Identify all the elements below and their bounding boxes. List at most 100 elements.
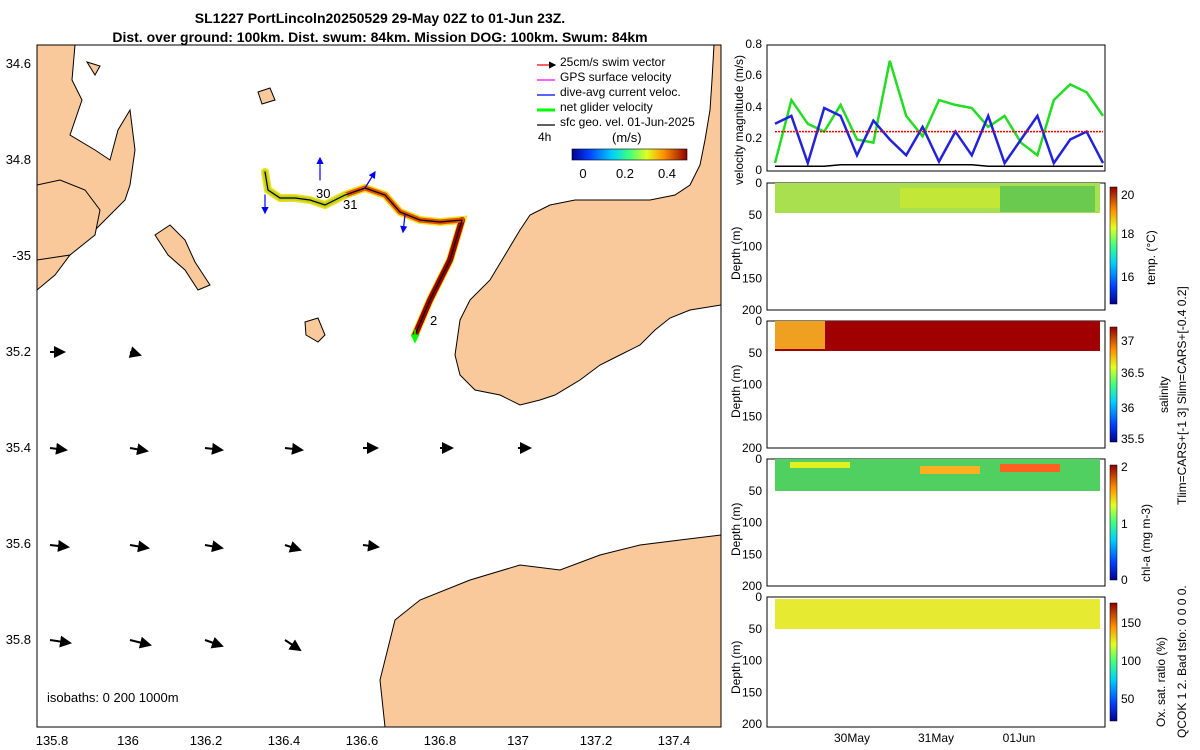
depth-tick: 100 [742, 378, 762, 392]
isobaths-text: isobaths: 0 200 1000m [47, 690, 179, 705]
glider-track [261, 156, 468, 344]
depth-tick: 50 [749, 346, 763, 360]
legend-time: 4h [538, 130, 551, 144]
map-legend: 25cm/s swim vector GPS surface velocity … [537, 55, 695, 181]
legend-net-glider-velocity: net glider velocity [560, 100, 653, 114]
sal-cbar-label: salinity [1157, 376, 1171, 413]
lat-tick: 35.2 [6, 344, 31, 359]
depth-tick: 150 [742, 685, 762, 699]
ox-cbar-tick: 50 [1121, 692, 1135, 706]
vel-ytick: 0 [755, 163, 762, 177]
velocity-series-line [773, 60, 1105, 164]
lon-tick: 136.2 [190, 733, 223, 748]
temp-cbar-tick: 18 [1121, 227, 1135, 241]
land-northwest [37, 179, 101, 261]
depth-tick: 50 [749, 484, 763, 498]
map-panel: 30 31 2 isobaths: 0 200 1000m [37, 45, 721, 727]
depth-tick: 100 [742, 654, 762, 668]
oxygen-panel [766, 596, 1106, 728]
land-kangaroo-island [454, 45, 721, 406]
legend-gps-velocity: GPS surface velocity [560, 70, 671, 84]
colorbar-label: (m/s) [612, 130, 642, 145]
chla-cbar-tick: 0 [1121, 573, 1128, 587]
depth-tick: 150 [742, 271, 762, 285]
depth-tick: 200 [742, 717, 762, 731]
depth-axis-label: Depth (m) [729, 641, 743, 694]
ox-cbar-label: Ox. sat. ratio (%) [1154, 637, 1168, 727]
depth-tick: 200 [742, 579, 762, 593]
lat-tick: 35.4 [6, 440, 31, 455]
depth-tick: 0 [755, 314, 762, 328]
ox-cbar-tick: 100 [1121, 654, 1141, 668]
depth-tick: 0 [755, 590, 762, 604]
lon-tick: 137.2 [580, 733, 613, 748]
chart-title-line2: Dist. over ground: 100km. Dist. swum: 84… [112, 29, 648, 45]
island-1 [154, 224, 211, 291]
xtick-31may: 31May [918, 731, 954, 745]
vel-ytick: 0.2 [745, 131, 762, 145]
map-frame [36, 44, 722, 728]
island-4 [85, 61, 101, 76]
legend-sfc-geo-velocity: sfc geo. vel. 01-Jun-2025 [560, 115, 695, 129]
depth-tick: 100 [742, 516, 762, 530]
salinity-panel [766, 320, 1106, 449]
depth-tick: 200 [742, 441, 762, 455]
velocity-series-line [774, 106, 1105, 168]
track-label-30: 30 [316, 186, 330, 201]
depth-axis-label: Depth (m) [729, 227, 743, 280]
chart-title-line1: SL1227 PortLincoln20250529 29-May 02Z to… [194, 10, 566, 26]
depth-tick: 100 [742, 240, 762, 254]
lat-tick: 34.6 [6, 56, 31, 71]
sal-cbar-tick: 36.5 [1121, 366, 1145, 380]
legend-swim-vector: 25cm/s swim vector [560, 55, 665, 69]
map-colorbar [571, 148, 688, 161]
depth-tick: 200 [742, 303, 762, 317]
xtick-30may: 30May [834, 731, 870, 745]
lon-tick: 137 [507, 733, 529, 748]
velocity-series [773, 60, 1105, 168]
lon-tick: 136.8 [424, 733, 457, 748]
island-2 [257, 87, 276, 105]
depth-tick: 0 [755, 452, 762, 466]
colorbar-tick-04: 0.4 [658, 166, 676, 181]
vel-ytick: 0.8 [745, 37, 762, 51]
temp-cbar-label: temp. (°C) [1144, 230, 1158, 285]
depth-tick: 50 [749, 208, 763, 222]
surface-current-arrows [49, 346, 532, 652]
lon-tick: 136.6 [346, 733, 379, 748]
track-label-2: 2 [430, 313, 437, 328]
lon-tick: 137.4 [658, 733, 691, 748]
depth-axis-label: Depth (m) [729, 365, 743, 418]
island-3 [304, 317, 326, 343]
section-axes: 0 50 100 150 200 Depth (m) 0 50 100 150 200 Depth (… [729, 176, 762, 731]
sal-cbar-tick: 36 [1121, 401, 1135, 415]
sal-cbar-tick: 35.5 [1121, 432, 1145, 446]
vel-ylabel: velocity magnitude (m/s) [732, 55, 746, 185]
lat-tick: 35.8 [6, 632, 31, 647]
track-label-31: 31 [343, 197, 357, 212]
depth-tick: 0 [755, 176, 762, 190]
depth-tick: 150 [742, 547, 762, 561]
temp-cbar-tick: 16 [1121, 270, 1135, 284]
lat-tick: -35 [12, 248, 31, 263]
side-note-limits: Tlim=CARS+[-1 3] Slim=CARS+[-0.4 0.2] [1175, 286, 1189, 505]
velocity-series-line [775, 163, 1103, 168]
side-note-qc: QCOK 1 2. Bad tsfo: 0 0 0 0. [1175, 585, 1189, 738]
temp-cbar-tick: 20 [1121, 188, 1135, 202]
land-south [379, 534, 721, 727]
depth-tick: 150 [742, 409, 762, 423]
colorbar-tick-02: 0.2 [616, 166, 634, 181]
temp-panel [766, 182, 1106, 311]
chla-panel [766, 458, 1106, 587]
map-lat-ticks: 34.6 34.8 -35 35.2 35.4 35.6 35.8 [6, 56, 31, 647]
chla-cbar-tick: 1 [1121, 517, 1128, 531]
colorbar-tick-0: 0 [579, 166, 586, 181]
velocity-panel: 0 0.2 0.4 0.6 0.8 velocity magnitude (m/… [732, 37, 1106, 185]
depth-tick: 50 [749, 622, 763, 636]
lon-tick: 135.8 [36, 733, 69, 748]
sal-cbar-tick: 37 [1121, 334, 1135, 348]
chla-cbar-tick: 2 [1121, 460, 1128, 474]
vel-ytick: 0.4 [745, 100, 762, 114]
legend-dive-avg-current: dive-avg current veloc. [560, 85, 681, 99]
